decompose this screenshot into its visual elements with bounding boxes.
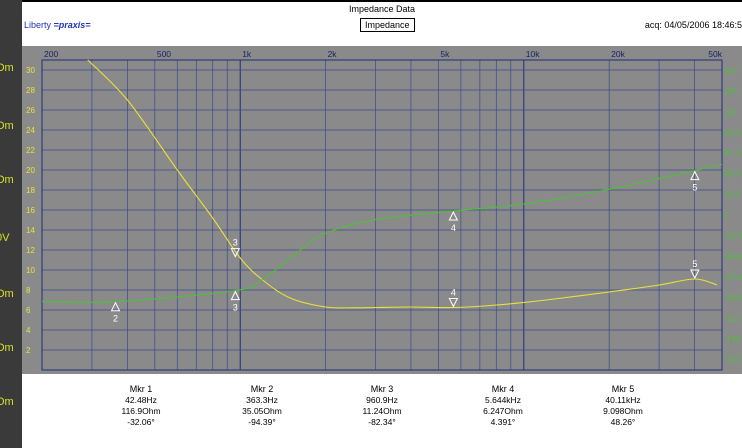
- marker-label: Mkr 2: [250, 384, 274, 394]
- brand-name: Liberty: [24, 20, 52, 30]
- marker-mag: 116.9Ohm: [121, 406, 161, 416]
- y-right-tick-label: -135: [724, 335, 741, 344]
- marker-number: 2: [113, 314, 118, 324]
- marker-readout: Mkr 4 5.644kHz 6.247Ohm 4.391°: [448, 384, 558, 428]
- y-right-tick-label: 157: [724, 67, 738, 76]
- y-left-tick-label: 6: [26, 306, 31, 315]
- y-right-tick-label: 0: [724, 211, 729, 220]
- y-right-tick-label: -157: [724, 355, 741, 364]
- tab-impedance[interactable]: Impedance: [360, 18, 415, 32]
- plot-frame: [41, 59, 723, 371]
- strip-label: Om: [0, 120, 14, 132]
- marker-number: 5: [692, 259, 697, 269]
- marker-number: 3: [233, 303, 238, 313]
- y-left-tick-label: 30: [26, 66, 35, 75]
- strip-label: 0V: [0, 232, 10, 244]
- marker-label: Mkr 5: [611, 384, 635, 394]
- y-left-tick-label: 2: [26, 346, 31, 355]
- strip-label: Om: [0, 396, 14, 408]
- x-tick-label: 200: [44, 49, 58, 59]
- marker-mag: 9.098Ohm: [603, 406, 643, 416]
- marker-label: Mkr 1: [129, 384, 153, 394]
- marker-readout: Mkr 2 363.3Hz 35.05Ohm -94.39°: [207, 384, 317, 428]
- impedance-window: Impedance Data Liberty =praxis= Impedanc…: [22, 2, 742, 448]
- marker-readout: Mkr 3 960.9Hz 11.24Ohm -82.34°: [327, 384, 437, 428]
- marker-phase: -82.34°: [368, 417, 396, 427]
- left-side-strip: Om Om Om 0V Om Om Om: [0, 0, 22, 448]
- y-right-tick-label: 22.5: [724, 190, 740, 199]
- y-right-tick-label: -90.0: [724, 294, 742, 303]
- x-tick-label: 50k: [708, 49, 722, 59]
- y-right-tick-label: -45.0: [724, 252, 742, 261]
- marker-triangle: [448, 298, 459, 308]
- marker-label: Mkr 3: [370, 384, 394, 394]
- y-left-tick-label: 12: [26, 246, 35, 255]
- marker-number: 3: [233, 238, 238, 248]
- marker-mag: 6.247Ohm: [483, 406, 523, 416]
- marker-triangle: [690, 269, 700, 280]
- marker-number: 4: [451, 223, 456, 233]
- marker-number: 4: [451, 288, 456, 298]
- marker-phase: -94.39°: [248, 417, 276, 427]
- y-left-tick-label: 4: [26, 326, 31, 335]
- y-left-tick-label: 16: [26, 206, 35, 215]
- y-right-tick-label: 135: [724, 87, 738, 96]
- y-left-tick-label: 14: [26, 226, 35, 235]
- marker-readout: Mkr 5 40.11kHz 9.098Ohm 48.26°: [568, 384, 678, 428]
- y-left-tick-label: 10: [26, 266, 35, 275]
- y-right-tick-label: 112: [724, 108, 737, 117]
- brand-subtitle: =praxis=: [53, 20, 91, 30]
- marker-triangle: [448, 210, 459, 221]
- marker-triangle: [110, 301, 121, 312]
- impedance-magnitude-line: [87, 59, 718, 309]
- marker-freq: 960.9Hz: [366, 395, 398, 405]
- x-tick-label: 1k: [242, 49, 252, 59]
- y-left-tick-label: 20: [26, 166, 35, 175]
- x-tick-label: 2k: [328, 49, 338, 59]
- impedance-chart[interactable]: 200 500 1k 2k 5k 10k 20k 50k 30 28 26 24 22 20 18 16 14 1…: [22, 46, 742, 374]
- impedance-chart-svg: 200 500 1k 2k 5k 10k 20k 50k3028262422201816141…: [26, 49, 742, 371]
- marker-freq: 5.644kHz: [485, 395, 521, 405]
- marker-phase: 48.26°: [610, 417, 636, 427]
- marker-mag: 35.05Ohm: [242, 406, 282, 416]
- y-right-tick-label: 90.0: [724, 128, 740, 137]
- marker-triangle: [230, 290, 241, 301]
- strip-label: Om: [0, 62, 14, 74]
- x-tick-label: 20k: [611, 49, 625, 59]
- marker-mag: 11.24Ohm: [362, 406, 402, 416]
- marker-triangle: [690, 170, 700, 181]
- acquisition-timestamp: acq: 04/05/2006 18:46:5: [644, 20, 742, 30]
- y-right-tick-label: -22.5: [724, 232, 742, 241]
- window-title: Impedance Data: [348, 4, 416, 14]
- y-left-tick-label: 18: [26, 186, 35, 195]
- y-left-tick-label: 28: [26, 86, 35, 95]
- marker-freq: 42.48Hz: [125, 395, 157, 405]
- strip-label: Om: [0, 174, 14, 186]
- marker-label: Mkr 4: [491, 384, 515, 394]
- brand-logo: Liberty =praxis=: [24, 20, 91, 30]
- y-right-tick-label: 67.5: [724, 149, 740, 158]
- y-left-tick-label: 26: [26, 106, 35, 115]
- y-left-tick-label: 22: [26, 146, 35, 155]
- y-right-tick-label: -67.5: [724, 273, 742, 282]
- marker-readout: Mkr 1 42.48Hz 116.9Ohm -32.06°: [86, 384, 196, 428]
- strip-label: Om: [0, 342, 14, 354]
- marker-triangle: [230, 248, 241, 258]
- marker-phase: 4.391°: [490, 417, 516, 427]
- y-left-tick-label: 24: [26, 126, 35, 135]
- marker-freq: 40.11kHz: [605, 395, 641, 405]
- strip-label: Om: [0, 288, 14, 300]
- y-left-tick-label: 8: [26, 286, 31, 295]
- marker-freq: 363.3Hz: [246, 395, 278, 405]
- marker-phase: -32.06°: [127, 417, 155, 427]
- y-right-tick-label: 45.0: [724, 170, 740, 179]
- marker-number: 5: [692, 183, 697, 193]
- marker-readout-panel: Mkr 1 42.48Hz 116.9Ohm -32.06° Mkr 2 363.3Hz 3…: [22, 384, 742, 448]
- y-right-tick-label: -112: [724, 314, 740, 323]
- impedance-phase-line: [41, 163, 723, 303]
- x-tick-label: 10k: [526, 49, 540, 59]
- x-tick-label: 500: [157, 49, 171, 59]
- x-tick-label: 5k: [440, 49, 450, 59]
